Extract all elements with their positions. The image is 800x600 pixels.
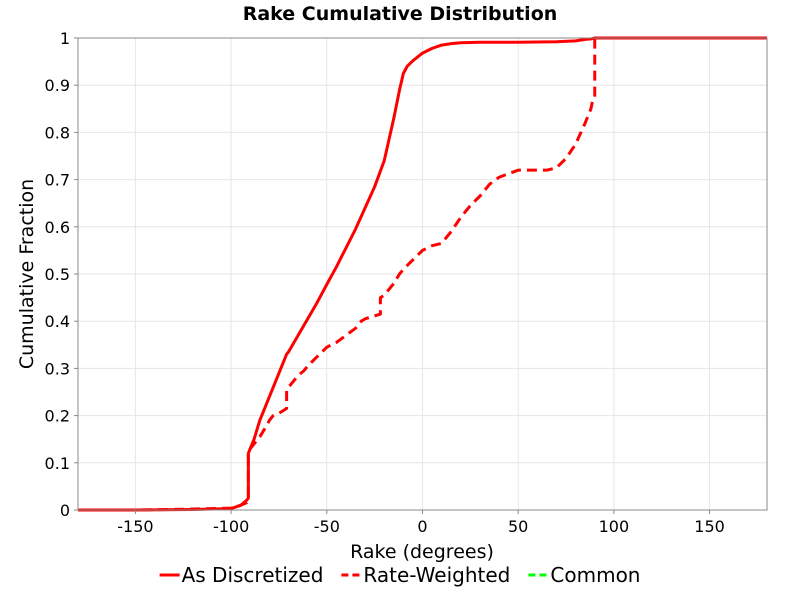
series-lines xyxy=(78,36,767,512)
y-tick-label: 0.6 xyxy=(45,218,70,237)
x-tick-label: 50 xyxy=(508,517,528,536)
y-tick-label: 0.4 xyxy=(45,312,70,331)
legend-label: Common xyxy=(550,563,640,587)
x-tick-label: 100 xyxy=(599,517,630,536)
x-tick-label: -100 xyxy=(213,517,249,536)
legend-item: As Discretized xyxy=(159,563,324,587)
y-tick-label: 0.3 xyxy=(45,359,70,378)
axis-ticks: -150 -100 -50 0 50 100 150 0 0.1 0.2 0.3 0.4 0.5 0.6 0… xyxy=(45,29,725,536)
legend-label: As Discretized xyxy=(182,563,324,587)
y-axis-label: Cumulative Fraction xyxy=(16,179,38,369)
legend-item: Common xyxy=(528,563,640,587)
x-tick-label: 0 xyxy=(417,517,427,536)
x-axis-label: Rake (degrees) xyxy=(350,541,494,563)
y-tick-label: 0.8 xyxy=(45,123,70,142)
x-tick-label: -150 xyxy=(117,517,153,536)
legend-label: Rate-Weighted xyxy=(363,563,510,587)
y-tick-label: 0.7 xyxy=(45,171,70,190)
legend-item: Rate-Weighted xyxy=(341,563,510,587)
y-tick-label: 0.1 xyxy=(45,454,70,473)
x-tick-label: -50 xyxy=(314,517,340,536)
y-tick-label: 0.9 xyxy=(45,76,70,95)
chart-title: Rake Cumulative Distribution xyxy=(243,3,558,25)
y-tick-label: 1 xyxy=(60,29,70,48)
grid xyxy=(78,37,767,511)
y-tick-label: 0.2 xyxy=(45,407,70,426)
legend: As Discretized Rate-Weighted Common xyxy=(159,563,640,587)
series-line-rate-weighted xyxy=(78,36,767,512)
y-tick-label: 0 xyxy=(60,501,70,520)
x-tick-label: 150 xyxy=(694,517,725,536)
y-tick-label: 0.5 xyxy=(45,265,70,284)
